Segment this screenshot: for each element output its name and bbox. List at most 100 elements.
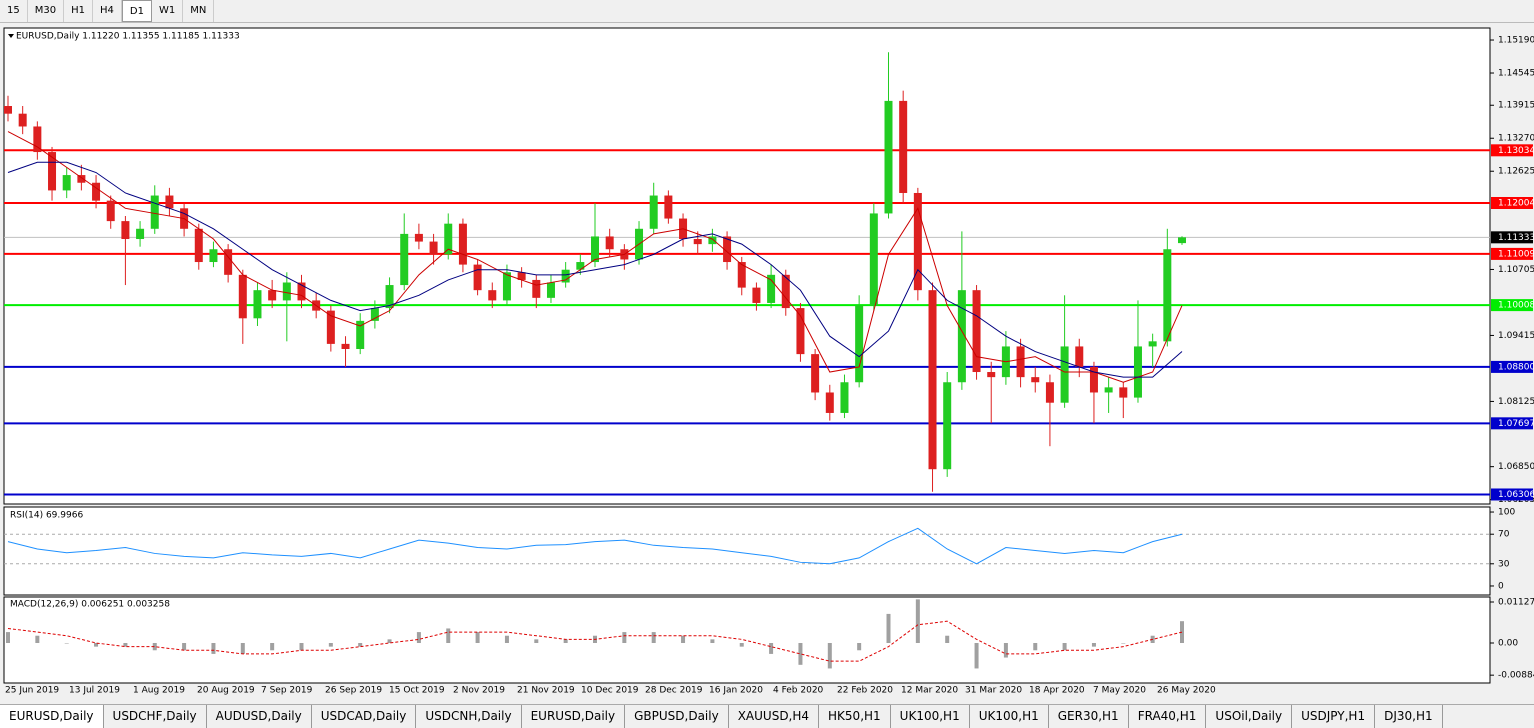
y-tick-label: 1.09415 <box>1498 331 1534 341</box>
chart-tab[interactable]: EURUSD,Daily <box>522 705 626 728</box>
level-box <box>1491 417 1533 430</box>
candle-body <box>429 241 438 255</box>
candle-body <box>708 236 717 245</box>
macd-bar <box>622 632 627 643</box>
candle-body <box>869 213 878 306</box>
timeframe-button[interactable]: MN <box>183 0 215 22</box>
chart-tab[interactable]: UK100,H1 <box>970 705 1049 728</box>
chart-tab[interactable]: AUDUSD,Daily <box>207 705 312 728</box>
level-label: 1.06306 <box>1498 490 1534 500</box>
candle-body <box>488 290 497 301</box>
macd-bar <box>6 632 10 643</box>
candle-body <box>781 274 790 309</box>
candle-body <box>370 308 379 321</box>
timeframe-button[interactable]: H4 <box>93 0 122 22</box>
level-label: 1.11009 <box>1498 249 1534 259</box>
candle-body <box>18 113 27 127</box>
x-tick-label: 26 May 2020 <box>1157 686 1216 696</box>
x-tick-label: 7 Sep 2019 <box>261 686 313 696</box>
macd-bar <box>1180 621 1184 643</box>
chart-tab[interactable]: USOil,Daily <box>1206 705 1293 728</box>
chart-tab[interactable]: FRA40,H1 <box>1129 705 1207 728</box>
level-box <box>1491 299 1533 312</box>
y-tick-label: -0.008845 <box>1498 671 1534 681</box>
candle-body <box>943 382 952 470</box>
macd-bar <box>1091 643 1096 647</box>
chart-tab[interactable]: DJ30,H1 <box>1375 705 1443 728</box>
timeframe-button[interactable]: M30 <box>28 0 65 22</box>
macd-bar <box>710 639 715 643</box>
level-box <box>1491 488 1533 501</box>
candle-body <box>414 233 423 242</box>
chart-tab[interactable]: XAUUSD,H4 <box>729 705 820 728</box>
chart-tab[interactable]: GER30,H1 <box>1049 705 1129 728</box>
y-tick-label: 1.14545 <box>1498 69 1534 79</box>
candle-body <box>1133 346 1142 398</box>
chart-tab[interactable]: USDCAD,Daily <box>312 705 417 728</box>
chart-tab[interactable]: HK50,H1 <box>819 705 891 728</box>
price-panel <box>3 27 1491 505</box>
y-tick-label: 1.10705 <box>1498 265 1534 275</box>
candle-body <box>840 382 849 413</box>
y-tick-label: 1.13915 <box>1498 101 1534 111</box>
x-tick-label: 21 Nov 2019 <box>517 686 575 696</box>
macd-title: MACD(12,26,9) 0.006251 0.003258 <box>10 600 170 610</box>
x-tick-label: 2 Nov 2019 <box>453 686 505 696</box>
candle-body <box>326 310 335 344</box>
candle-body <box>664 195 673 219</box>
candle-body <box>136 228 145 240</box>
macd-bar <box>270 643 275 651</box>
candle-body <box>796 308 805 355</box>
level-label: 1.10008 <box>1498 301 1534 311</box>
candle-body <box>1104 387 1113 393</box>
macd-bar <box>123 643 128 647</box>
candle-body <box>723 236 732 263</box>
chart-tab[interactable]: USDCNH,Daily <box>416 705 522 728</box>
chart-tab[interactable]: GBPUSD,Daily <box>625 705 729 728</box>
chart-tab[interactable]: USDCHF,Daily <box>104 705 207 728</box>
candle-body <box>1016 346 1025 378</box>
timeframe-button[interactable]: H1 <box>64 0 93 22</box>
candle-body <box>561 269 570 283</box>
candle-body <box>356 320 365 349</box>
macd-bar <box>739 643 744 647</box>
macd-bar <box>475 632 480 643</box>
macd-bar <box>915 599 920 643</box>
macd-bar <box>240 643 245 654</box>
x-tick-label: 28 Dec 2019 <box>645 686 703 696</box>
candle-body <box>972 290 981 373</box>
macd-bar <box>182 643 187 651</box>
moving-average <box>7 131 1183 383</box>
chart-tab[interactable]: UK100,H1 <box>891 705 970 728</box>
current-price-box <box>1491 231 1533 244</box>
candle-body <box>194 228 203 263</box>
x-tick-label: 18 Apr 2020 <box>1029 686 1085 696</box>
candle-body <box>502 272 511 301</box>
candle-body <box>591 236 599 263</box>
candle-body <box>150 195 159 229</box>
candle-body <box>253 290 262 319</box>
chart-tab[interactable]: EURUSD,Daily <box>0 705 104 728</box>
y-tick-label: 1.08125 <box>1498 397 1534 407</box>
macd-bar <box>504 635 509 643</box>
timeframe-button[interactable]: 15 <box>0 0 28 22</box>
timeframe-button[interactable]: W1 <box>152 0 184 22</box>
candle-body <box>341 343 350 349</box>
candle-body <box>737 262 746 288</box>
macd-bar <box>1121 643 1126 644</box>
level-box <box>1491 247 1533 260</box>
macd-bar <box>358 643 363 647</box>
level-box <box>1491 197 1533 210</box>
x-tick-label: 1 Aug 2019 <box>133 686 185 696</box>
level-label: 1.08800 <box>1498 362 1534 372</box>
candle-body <box>1089 366 1098 393</box>
timeframe-button[interactable]: D1 <box>121 0 152 22</box>
macd-bar <box>563 639 568 643</box>
macd-bar <box>651 632 656 643</box>
level-label: 1.12004 <box>1498 199 1534 209</box>
macd-bar <box>416 632 421 643</box>
chart-tab[interactable]: USDJPY,H1 <box>1292 705 1376 728</box>
candle-body <box>268 290 277 301</box>
candle-body <box>752 287 761 303</box>
candle-body <box>1178 237 1186 244</box>
